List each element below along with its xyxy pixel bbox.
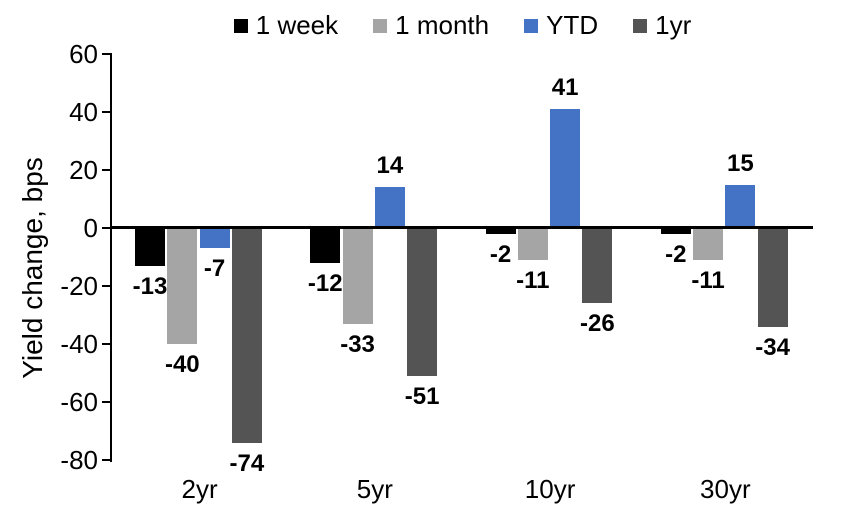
y-tick-label: 60: [69, 39, 98, 69]
y-tick-mark: [102, 53, 110, 55]
bar-value-label: -11: [516, 266, 550, 294]
y-tick-mark: [102, 401, 110, 403]
category-label-2yr: 2yr: [181, 474, 218, 504]
legend-item-1: 1 week: [233, 9, 339, 41]
y-tick-mark: [102, 343, 110, 345]
bar-value-label: -7: [203, 255, 226, 283]
bar-5yr-1yr: [407, 228, 438, 376]
y-tick-mark: [102, 227, 110, 229]
y-tick-mark: [102, 169, 110, 171]
legend-label: 1yr: [655, 9, 692, 40]
category-label-10yr: 10yr: [524, 474, 576, 504]
bar-10yr-1-week: [485, 228, 516, 234]
bar-30yr-YTD: [725, 184, 756, 228]
bar-value-label: -12: [307, 269, 343, 297]
legend-label: YTD: [546, 9, 599, 40]
bar-5yr-1-week: [310, 228, 341, 263]
category-label-5yr: 5yr: [356, 474, 393, 504]
bar-value-label: -34: [755, 333, 790, 361]
bar-2yr-1yr: [231, 228, 262, 443]
bar-value-label: -13: [132, 272, 168, 300]
bar-2yr-1-month: [167, 228, 198, 344]
category-label-30yr: 30yr: [700, 474, 751, 504]
bar-value-label: 14: [376, 152, 404, 180]
zero-baseline: [110, 226, 813, 229]
bar-value-label: -2: [665, 240, 687, 268]
bar-value-label: -26: [580, 310, 615, 338]
legend-swatch-icon: [233, 19, 248, 33]
y-tick-label: -40: [60, 329, 98, 359]
bar-value-label: -33: [340, 330, 375, 358]
bar-5yr-1-month: [342, 228, 373, 324]
legend-item-2: 1 month: [373, 10, 489, 41]
y-tick-label: -80: [60, 445, 98, 475]
bar-2yr-1-week: [135, 228, 165, 266]
legend-label: 1 week: [255, 9, 339, 40]
legend-label: 1 month: [395, 9, 490, 40]
bar-10yr-1yr: [582, 228, 613, 304]
y-tick-mark: [102, 459, 110, 461]
y-tick-label: -20: [60, 271, 98, 301]
bar-value-label: -51: [404, 382, 440, 410]
bar-value-label: -11: [691, 266, 725, 294]
legend-swatch-icon: [373, 19, 388, 33]
legend-swatch-icon: [633, 19, 648, 33]
bar-value-label: -2: [489, 240, 512, 268]
y-tick-label: -60: [60, 387, 98, 417]
legend-item-3: YTD: [524, 10, 598, 41]
y-tick-mark: [102, 111, 110, 113]
bar-30yr-1-month: [693, 228, 724, 260]
bar-value-label: 15: [726, 149, 754, 177]
bar-30yr-1yr: [757, 228, 788, 327]
y-axis-line: [110, 53, 112, 462]
bar-2yr-YTD: [199, 228, 230, 249]
legend-item-4: 1yr: [633, 10, 691, 41]
y-tick-mark: [102, 285, 110, 287]
bar-value-label: 41: [551, 74, 579, 102]
bar-10yr-1-month: [517, 228, 548, 260]
bar-10yr-YTD: [550, 109, 581, 228]
bar-value-label: -40: [164, 351, 200, 378]
legend-swatch-icon: [524, 19, 539, 33]
bar-5yr-YTD: [374, 187, 405, 228]
y-tick-label: 0: [83, 213, 98, 243]
y-tick-label: 40: [69, 97, 98, 127]
chart-legend: 1 week 1 month YTD 1yr: [112, 8, 813, 42]
y-tick-label: 20: [69, 155, 98, 185]
bar-value-label: -74: [229, 449, 265, 477]
bar-30yr-1-week: [660, 228, 691, 234]
